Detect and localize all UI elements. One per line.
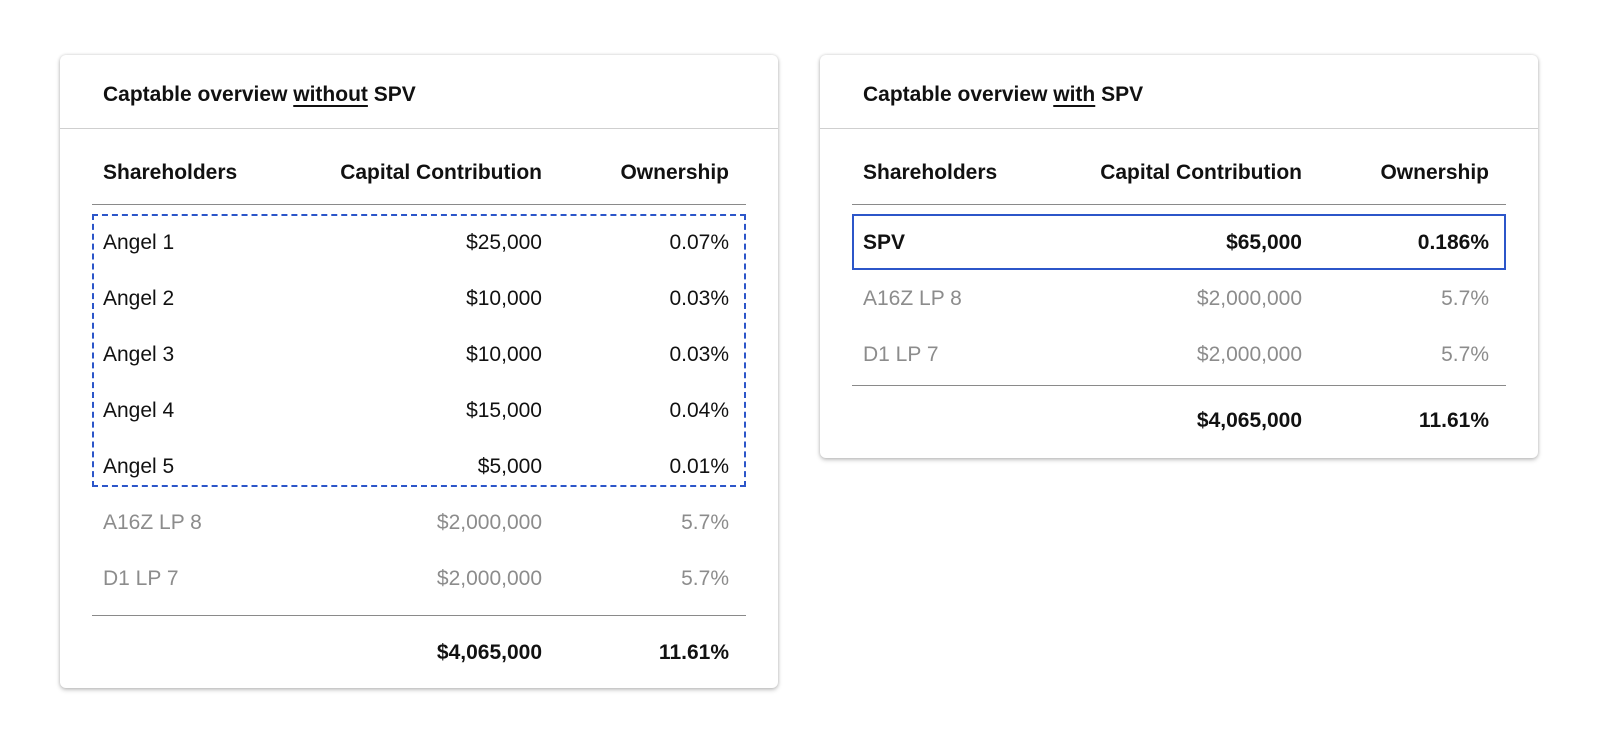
title-emphasis: without [293,83,368,106]
total-contribution: $4,065,000 [1196,409,1302,432]
table-row: A16Z LP 8 $2,000,000 5.7% [92,494,746,550]
ownership: 5.7% [1441,287,1489,310]
column-header-shareholders: Shareholders [103,161,238,184]
capital-contribution: $2,000,000 [436,567,542,590]
shareholder-name: D1 LP 7 [103,567,179,590]
captable-without-spv-card: Captable overview without SPV Shareholde… [60,55,778,688]
title-suffix: SPV [1095,83,1144,106]
capital-contribution: $2,000,000 [1196,343,1302,366]
captable-with-spv-card: Captable overview with SPV Shareholders … [820,55,1538,458]
table-row: Angel 2 $10,000 0.03% [92,270,746,326]
title-prefix: Captable overview [103,83,294,106]
column-header-capital-contribution: Capital Contribution [1100,161,1302,184]
capital-contribution: $15,000 [466,399,542,422]
table-row: A16Z LP 8 $2,000,000 5.7% [852,270,1506,326]
ownership: 5.7% [681,567,729,590]
total-row: $4,065,000 11.61% [92,615,746,690]
shareholder-name: Angel 3 [103,343,175,366]
total-contribution: $4,065,000 [436,641,542,664]
ownership: 5.7% [681,511,729,534]
ownership: 0.186% [1417,231,1489,254]
capital-contribution: $5,000 [477,455,542,478]
column-header-capital-contribution: Capital Contribution [340,161,542,184]
ownership: 0.01% [669,455,729,478]
card-title: Captable overview without SPV [60,55,778,129]
table-header: Shareholders Capital Contribution Owners… [852,130,1506,205]
column-header-ownership: Ownership [1380,161,1489,184]
title-prefix: Captable overview [863,83,1054,106]
shareholder-name: A16Z LP 8 [863,287,962,310]
table-row: Angel 4 $15,000 0.04% [92,382,746,438]
shareholder-name: Angel 1 [103,231,175,254]
ownership: 0.03% [669,343,729,366]
ownership: 0.03% [669,287,729,310]
captable-table: Shareholders Capital Contribution Owners… [852,130,1506,458]
table-row: Angel 5 $5,000 0.01% [92,438,746,494]
table-row: SPV $65,000 0.186% [852,214,1506,270]
capital-contribution: $2,000,000 [1196,287,1302,310]
table-row: Angel 3 $10,000 0.03% [92,326,746,382]
shareholder-name: Angel 4 [103,399,175,422]
table-body: SPV $65,000 0.186% A16Z LP 8 $2,000,000 … [852,214,1506,382]
total-row: $4,065,000 11.61% [852,385,1506,458]
table-row: D1 LP 7 $2,000,000 5.7% [852,326,1506,382]
shareholder-name: Angel 2 [103,287,175,310]
ownership: 0.04% [669,399,729,422]
ownership: 0.07% [669,231,729,254]
ownership: 5.7% [1441,343,1489,366]
shareholder-name: A16Z LP 8 [103,511,202,534]
shareholder-name: SPV [863,231,906,254]
capital-contribution: $10,000 [466,343,542,366]
total-ownership: 11.61% [1418,409,1489,432]
title-emphasis: with [1053,83,1096,106]
table-row: Angel 1 $25,000 0.07% [92,214,746,270]
capital-contribution: $65,000 [1226,231,1302,254]
capital-contribution: $10,000 [466,287,542,310]
shareholder-name: D1 LP 7 [863,343,939,366]
shareholder-name: Angel 5 [103,455,175,478]
table-row: D1 LP 7 $2,000,000 5.7% [92,550,746,606]
column-header-shareholders: Shareholders [863,161,998,184]
total-ownership: 11.61% [658,641,729,664]
card-title: Captable overview with SPV [820,55,1538,129]
column-header-ownership: Ownership [620,161,729,184]
table-body: Angel 1 $25,000 0.07% Angel 2 $10,000 0.… [92,214,746,606]
capital-contribution: $2,000,000 [436,511,542,534]
table-header: Shareholders Capital Contribution Owners… [92,130,746,205]
capital-contribution: $25,000 [466,231,542,254]
captable-table: Shareholders Capital Contribution Owners… [92,130,746,690]
title-suffix: SPV [367,83,416,106]
